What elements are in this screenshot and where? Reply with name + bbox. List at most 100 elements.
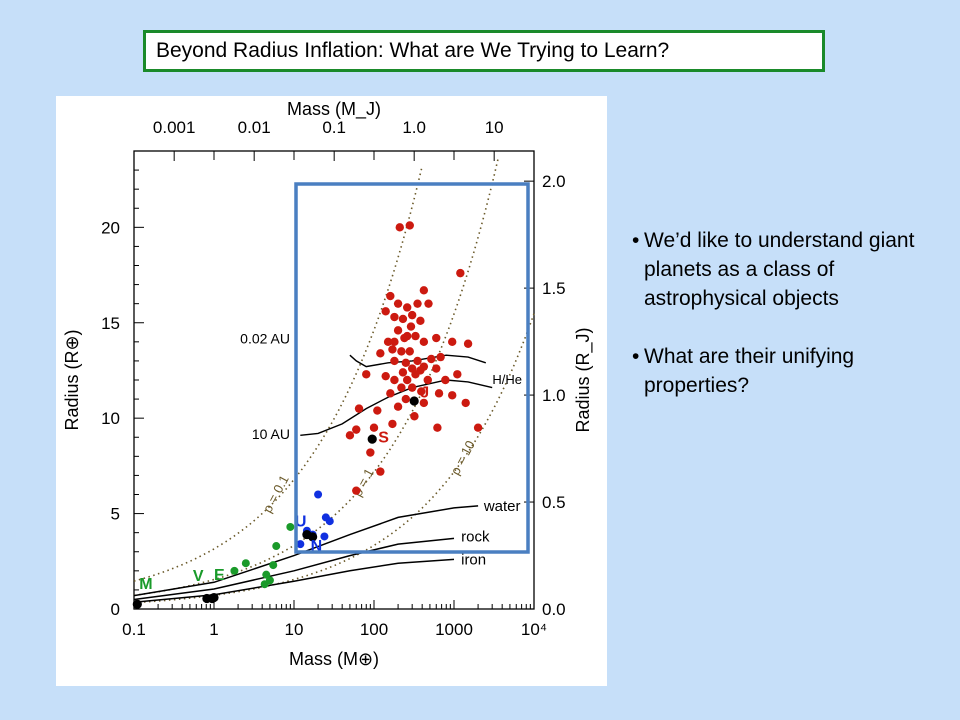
data-point-giant bbox=[441, 375, 450, 385]
data-point-giant bbox=[398, 368, 408, 377]
data-point-giant bbox=[366, 448, 375, 457]
y-tick-label: 5 bbox=[111, 505, 120, 524]
density-curve bbox=[133, 166, 423, 582]
planet-label: U bbox=[295, 514, 307, 531]
data-point-ice bbox=[320, 532, 329, 541]
x-top-tick-label: 0.1 bbox=[322, 118, 346, 137]
x-top-tick-label: 10 bbox=[485, 118, 504, 137]
y-tick-label: 15 bbox=[101, 314, 120, 333]
data-point-ice bbox=[296, 540, 305, 549]
data-point-giant bbox=[388, 419, 397, 429]
data-point-giant bbox=[401, 358, 411, 368]
data-point-giant bbox=[400, 333, 409, 343]
composition-curve-label: rock bbox=[461, 528, 490, 545]
slide-title: Beyond Radius Inflation: What are We Try… bbox=[143, 30, 825, 72]
composition-curve-label: iron bbox=[461, 551, 486, 568]
data-point-giant bbox=[345, 431, 355, 440]
data-point-giant bbox=[381, 307, 390, 316]
bullet-icon: • bbox=[632, 345, 640, 368]
data-point-giant bbox=[402, 303, 412, 312]
planet-label: S bbox=[378, 430, 389, 447]
data-point-giant bbox=[419, 398, 429, 408]
composition-curve bbox=[133, 558, 455, 604]
data-point-giant bbox=[373, 406, 382, 415]
data-point-giant bbox=[407, 310, 417, 320]
planet-label: V bbox=[193, 568, 204, 585]
planet-label: J bbox=[420, 384, 429, 401]
y-axis-title: Radius (R⊕) bbox=[62, 329, 82, 430]
data-point-giant bbox=[390, 337, 399, 347]
data-point-giant bbox=[419, 337, 429, 347]
data-point-giant bbox=[424, 299, 433, 308]
data-point-giant bbox=[410, 412, 419, 421]
data-point-giant bbox=[417, 387, 426, 396]
data-point-giant bbox=[432, 333, 441, 343]
density-curve bbox=[133, 158, 499, 597]
bullet-icon: • bbox=[632, 229, 640, 252]
mass-radius-figure: 0.1 1 10 100 1000 10⁴ 0.001 0.01 0.1 1.0 10 0 5 10 15 2… bbox=[56, 96, 607, 686]
y-right-axis-title: Radius (R_J) bbox=[573, 327, 594, 432]
planet-label: E bbox=[214, 567, 225, 584]
x-tick-label: 10⁴ bbox=[521, 620, 547, 639]
density-curve bbox=[133, 313, 535, 604]
x-top-axis-title: Mass (M_J) bbox=[287, 99, 381, 120]
data-point-giant bbox=[419, 286, 429, 295]
hhe-curve bbox=[349, 354, 487, 368]
data-point-giant bbox=[411, 331, 420, 341]
x-tick-label: 1 bbox=[209, 620, 218, 639]
data-point-giant bbox=[423, 375, 432, 385]
hhe-curve-label: 0.02 AU bbox=[240, 331, 290, 347]
data-point-solar bbox=[409, 396, 419, 406]
planet-label: N bbox=[311, 538, 323, 555]
bullet-text: We’d like to understand giant planets as… bbox=[644, 229, 915, 310]
y-right-tick-label: 1.5 bbox=[542, 279, 566, 298]
x-axis-title: Mass (M⊕) bbox=[289, 649, 379, 669]
bullet-item: • What are their unifying properties? bbox=[632, 342, 942, 400]
data-point-giant bbox=[390, 356, 399, 366]
bullet-list: • We’d like to understand giant planets … bbox=[632, 226, 942, 400]
data-point-giant bbox=[397, 383, 406, 392]
data-point-giant bbox=[390, 375, 399, 385]
composition-curve-label: water bbox=[483, 498, 521, 515]
hhe-curve-label: H/He bbox=[492, 372, 522, 387]
density-curve-label: ρ = 0.1 bbox=[260, 473, 292, 516]
data-point-giant bbox=[386, 389, 395, 398]
data-point-giant bbox=[413, 356, 422, 366]
data-point-giant bbox=[401, 394, 411, 404]
data-point-giant bbox=[395, 223, 404, 232]
data-point-small bbox=[241, 559, 250, 568]
data-point-giant bbox=[376, 467, 385, 476]
data-point-giant bbox=[393, 299, 403, 308]
data-point-ice bbox=[314, 490, 323, 499]
data-point-giant bbox=[398, 314, 408, 324]
bullet-text: What are their unifying properties? bbox=[644, 345, 855, 397]
data-point-giant bbox=[393, 326, 403, 335]
bullet-item: • We’d like to understand giant planets … bbox=[632, 226, 942, 313]
x-tick-label: 1000 bbox=[435, 620, 473, 639]
data-point-giant bbox=[413, 299, 422, 308]
data-point-giant bbox=[453, 370, 462, 379]
x-top-tick-label: 1.0 bbox=[402, 118, 426, 137]
data-point-giant bbox=[393, 402, 403, 411]
data-point-giant bbox=[448, 337, 457, 347]
x-tick-label: 0.1 bbox=[122, 620, 146, 639]
data-point-giant bbox=[369, 423, 379, 432]
y-tick-label: 10 bbox=[101, 409, 120, 428]
data-point-giant bbox=[381, 371, 390, 381]
data-point-giant bbox=[406, 322, 416, 331]
data-point-small bbox=[262, 570, 271, 579]
data-point-giant bbox=[434, 389, 444, 398]
data-point-giant bbox=[405, 221, 414, 230]
data-point-giant bbox=[402, 375, 412, 385]
data-point-giant bbox=[407, 383, 417, 392]
x-top-tick-label: 0.001 bbox=[153, 118, 196, 137]
data-point-giant bbox=[416, 316, 425, 326]
data-point-giant bbox=[352, 425, 361, 434]
data-point-small bbox=[230, 566, 239, 575]
data-point-giant bbox=[388, 345, 397, 354]
hhe-curve bbox=[300, 379, 493, 436]
x-top-tick-label: 0.01 bbox=[238, 118, 271, 137]
highlight-box bbox=[294, 182, 530, 554]
composition-curve bbox=[133, 537, 455, 601]
data-point-small bbox=[265, 576, 274, 585]
